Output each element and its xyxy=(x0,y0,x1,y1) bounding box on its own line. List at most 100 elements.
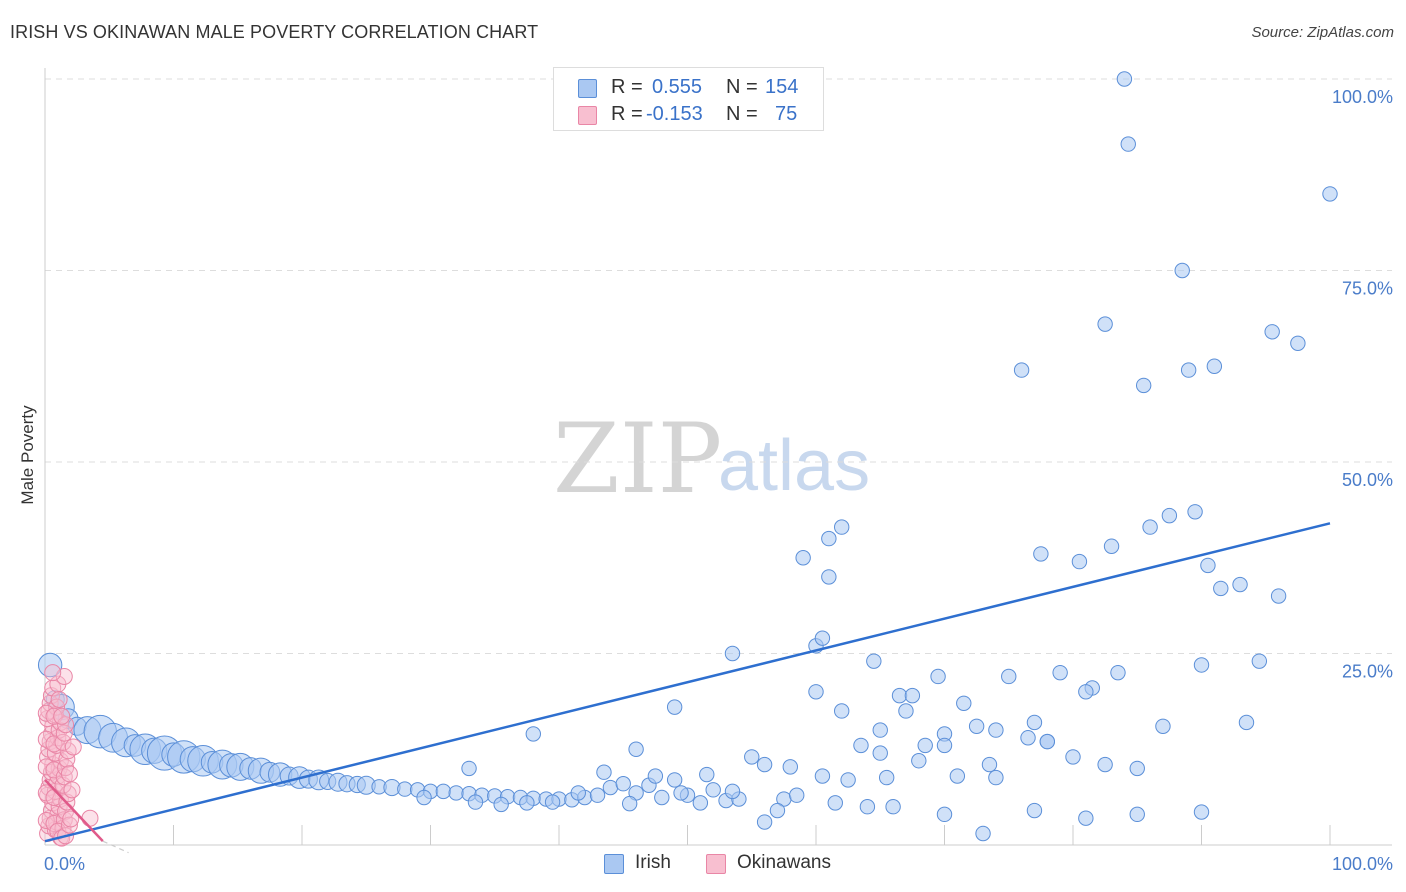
irish-point xyxy=(795,550,811,566)
legend-okinawan-swatch xyxy=(706,854,726,874)
watermark: ZIP atlas xyxy=(553,403,870,515)
chart-title: IRISH VS OKINAWAN MALE POVERTY CORRELATI… xyxy=(10,22,539,42)
irish-point xyxy=(821,530,837,547)
irish-point xyxy=(789,787,805,803)
irish-point xyxy=(1155,718,1171,734)
irish-n-value: 154 xyxy=(765,76,799,98)
irish-point xyxy=(769,802,786,819)
irish-point xyxy=(936,737,953,754)
irish-point xyxy=(1180,362,1197,378)
irish-point xyxy=(1033,546,1049,562)
irish-r-label: R = xyxy=(611,76,643,98)
y-tick-label: 75.0% xyxy=(1342,279,1393,299)
legend-irish-swatch xyxy=(604,854,624,874)
irish-point xyxy=(1097,756,1113,773)
irish-point xyxy=(1078,810,1094,826)
irish-point xyxy=(821,569,837,585)
irish-point xyxy=(435,783,452,800)
irish-point xyxy=(878,769,895,786)
okinawan-point xyxy=(57,716,75,734)
watermark-zip: ZIP xyxy=(553,403,722,515)
irish-point xyxy=(461,760,477,777)
irish-point xyxy=(949,768,966,784)
irish-point xyxy=(1232,576,1248,593)
irish-point xyxy=(699,766,715,783)
irish-point xyxy=(666,772,683,788)
irish-point xyxy=(1071,553,1088,570)
irish-point xyxy=(1097,316,1113,332)
irish-point xyxy=(930,668,946,685)
watermark-atlas: atlas xyxy=(718,426,870,506)
irish-point xyxy=(834,703,850,719)
irish-point xyxy=(872,722,888,738)
irish-point xyxy=(866,653,882,669)
y-tick-labels: 25.0% 50.0% 75.0% 100.0% xyxy=(1332,87,1393,682)
irish-point xyxy=(911,753,927,769)
stats-row-irish: R = 0.555 N = 154 xyxy=(554,75,823,101)
y-tick-label: 25.0% xyxy=(1342,662,1393,682)
irish-point xyxy=(448,785,464,801)
irish-point xyxy=(1251,653,1268,669)
irish-point xyxy=(1290,335,1306,351)
okinawan-n-label: N = xyxy=(726,103,758,125)
irish-point xyxy=(1213,580,1229,597)
irish-point xyxy=(673,785,689,801)
irish-trend-line xyxy=(44,522,1331,843)
legend-okinawan-label: Okinawans xyxy=(737,852,831,873)
irish-point xyxy=(1052,664,1068,681)
irish-point xyxy=(724,645,741,662)
irish-point xyxy=(666,699,683,715)
irish-point xyxy=(744,749,760,765)
okinawan-point xyxy=(53,707,71,725)
irish-point xyxy=(1026,802,1043,819)
irish-point xyxy=(647,768,664,784)
stats-row-okinawans: R = -0.153 N = 75 xyxy=(554,102,823,128)
irish-point xyxy=(782,759,798,775)
okinawan-trend-line xyxy=(44,779,104,843)
irish-point xyxy=(898,703,914,719)
okinawan-point xyxy=(50,690,68,708)
irish-point xyxy=(1174,262,1190,279)
okinawan-point xyxy=(54,733,72,751)
trend-lines xyxy=(44,522,1331,854)
irish-point xyxy=(1120,136,1136,152)
okinawan-point xyxy=(55,724,73,742)
irish-point xyxy=(397,781,413,797)
grid-lines xyxy=(45,78,1392,654)
irish-point xyxy=(853,737,869,754)
irish-point xyxy=(891,687,908,704)
legend-irish-label: Irish xyxy=(635,852,671,873)
irish-point xyxy=(467,794,484,810)
okinawan-trend-extension xyxy=(102,840,129,854)
okinawan-point xyxy=(60,765,78,783)
irish-point xyxy=(1129,806,1145,823)
okinawan-point xyxy=(60,816,78,834)
irish-point xyxy=(654,789,670,806)
irish-point xyxy=(519,795,535,811)
okinawan-r-value: -0.153 xyxy=(646,103,703,125)
irish-point xyxy=(692,795,709,811)
okinawan-point xyxy=(63,781,81,799)
irish-point xyxy=(840,772,856,788)
irish-point xyxy=(628,741,644,757)
irish-point xyxy=(756,756,773,773)
x-tick-labels: 0.0% 100.0% xyxy=(44,854,1393,874)
okinawan-point xyxy=(44,664,62,682)
irish-point xyxy=(1135,377,1152,394)
irish-point xyxy=(814,630,831,646)
irish-point xyxy=(416,789,432,806)
irish-point xyxy=(814,768,831,784)
irish-point xyxy=(988,722,1004,738)
irish-point xyxy=(1026,714,1043,731)
irish-point xyxy=(975,825,991,842)
irish-point xyxy=(1116,71,1133,87)
irish-point xyxy=(544,794,561,810)
irish-point xyxy=(756,814,773,830)
irish-point xyxy=(859,799,876,815)
irish-point xyxy=(1322,186,1338,202)
irish-point xyxy=(1013,362,1030,378)
irish-point xyxy=(724,783,741,800)
irish-point xyxy=(885,799,901,815)
irish-point xyxy=(570,785,586,801)
